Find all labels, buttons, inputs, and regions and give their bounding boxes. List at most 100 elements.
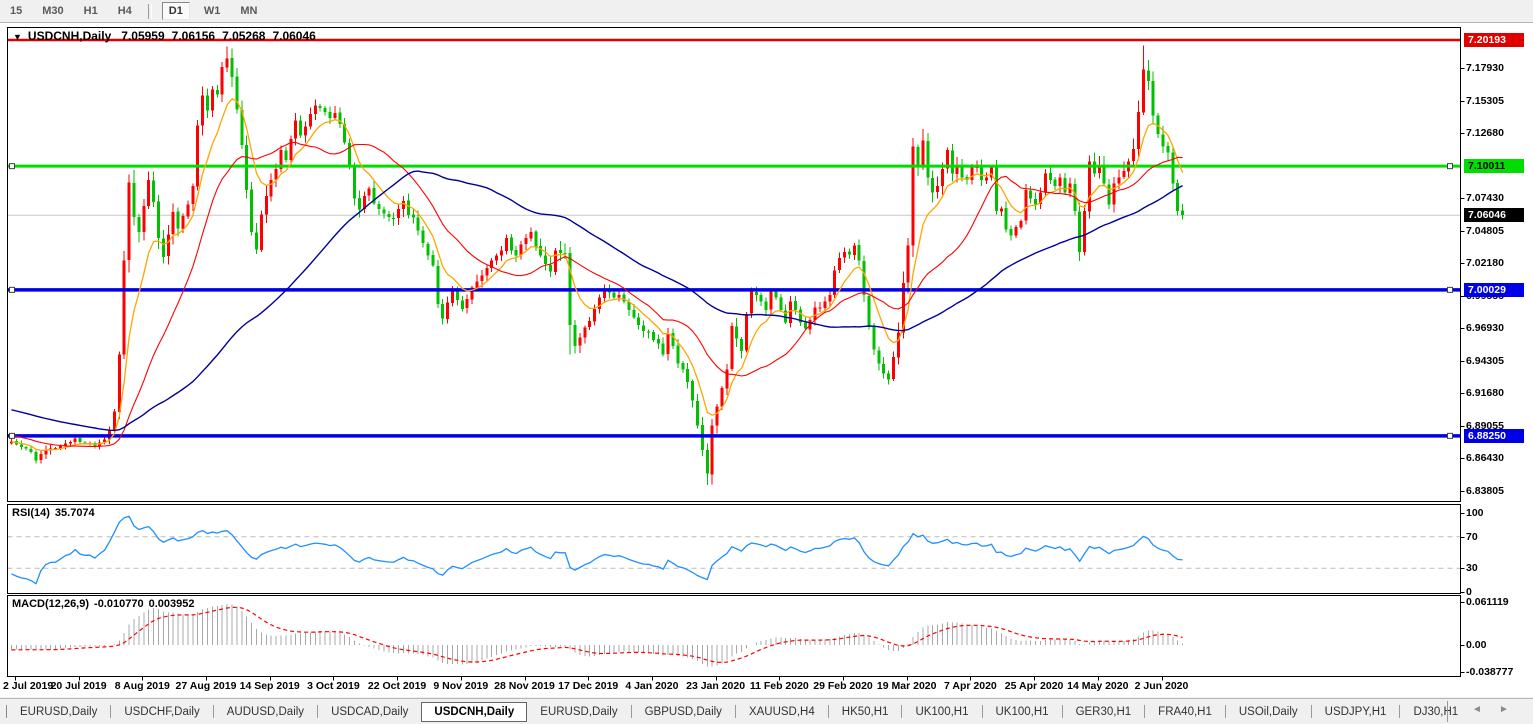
tab-separator	[734, 705, 736, 718]
rsi-current-value: 35.7074	[54, 507, 95, 519]
timeframe-button-mn[interactable]: MN	[240, 5, 258, 17]
timeframe-button-d1[interactable]: D1	[161, 2, 190, 20]
rsi-axis-tick-label: 30	[1466, 562, 1478, 575]
symbol-tab-eurusd[interactable]: EURUSD,Daily	[540, 705, 618, 718]
ma-line-60	[11, 170, 1183, 432]
price-axis-tick-label: 7.04805	[1466, 224, 1504, 237]
date-axis-label: 17 Dec 2019	[558, 680, 619, 692]
price-axis-tick-label: 7.15305	[1466, 94, 1504, 107]
symbol-tab-usdchf[interactable]: USDCHF,Daily	[124, 705, 200, 718]
panel-border	[7, 27, 1461, 502]
tab-scroll-left-icon[interactable]: ◄	[1472, 704, 1482, 715]
price-axis-tick-label: 7.12680	[1466, 127, 1504, 140]
price-badge: 7.00029	[1464, 282, 1524, 297]
symbol-tab-dj30[interactable]: DJ30,H1	[1413, 705, 1459, 718]
timeframe-button-h1[interactable]: H1	[83, 5, 98, 17]
date-axis-label: 23 Jan 2020	[686, 680, 746, 692]
level-line-handle[interactable]	[9, 432, 15, 439]
ohlc-low-value: 7.05268	[222, 29, 266, 43]
tab-separator	[317, 705, 319, 718]
symbol-tab-uk100[interactable]: UK100,H1	[995, 705, 1049, 718]
price-axis-tick-label: 6.94305	[1466, 354, 1504, 367]
timeframe-button-h4[interactable]: H4	[117, 5, 132, 17]
rsi-axis-tick-label: 0	[1466, 586, 1472, 598]
candles-layer	[10, 45, 1185, 485]
rsi-axis-tick-label: 100	[1466, 507, 1484, 519]
chart-tab-bar: EURUSD,Daily USDCHF,Daily AUDUSD,Daily USDC…	[0, 698, 1533, 724]
timeframe-toolbar: 15 M30 H1 H4 D1 W1 MN	[0, 0, 1533, 23]
tab-separator	[981, 705, 983, 718]
macd-name: MACD(12,26,9)	[12, 598, 90, 610]
tab-separator	[827, 705, 829, 718]
tab-separator	[901, 705, 903, 718]
symbol-tab-fra40[interactable]: FRA40,H1	[1158, 705, 1212, 718]
chart-symbol-label: USDCNH,Daily	[27, 29, 112, 43]
date-axis-label: 4 Jan 2020	[625, 680, 679, 692]
tab-scroll-right-icon[interactable]: ►	[1499, 704, 1509, 715]
date-axis-label: 29 Feb 2020	[813, 680, 873, 692]
date-axis-label: 25 Apr 2020	[1004, 680, 1064, 692]
timeframe-button-m30[interactable]: M30	[42, 5, 64, 17]
date-axis-label: 14 May 2020	[1067, 680, 1129, 692]
tab-separator	[1224, 705, 1226, 718]
macd-axis-tick-label: 0.00	[1466, 639, 1487, 651]
ohlc-open-value: 7.05959	[121, 29, 165, 43]
symbol-tab-usdcad[interactable]: USDCAD,Daily	[331, 705, 409, 718]
tab-separator	[1061, 705, 1063, 718]
date-axis-label: 14 Sep 2019	[239, 680, 300, 692]
symbol-tab-usdjpy[interactable]: USDJPY,H1	[1324, 705, 1387, 718]
date-axis-label: 7 Apr 2020	[944, 680, 997, 692]
symbol-tab-hk50[interactable]: HK50,H1	[841, 705, 889, 718]
macd-main-value: -0.010770	[94, 598, 144, 610]
date-axis-label: 22 Oct 2019	[367, 680, 427, 692]
symbol-tab-audusd[interactable]: AUDUSD,Daily	[226, 705, 305, 718]
ma-line-20	[11, 141, 1183, 448]
chart-title: ▼ USDCNH,Daily 7.05959 7.06156 7.05268 7.0604…	[13, 29, 323, 43]
symbol-tab-xauusd[interactable]: XAUUSD,H4	[748, 705, 815, 718]
price-axis-tick-label: 6.86430	[1466, 452, 1504, 465]
timeframe-button-15[interactable]: 15	[10, 5, 23, 17]
level-line-handle[interactable]	[9, 286, 15, 293]
ma-line-8	[11, 97, 1184, 452]
symbol-tab-gbpusd[interactable]: GBPUSD,Daily	[644, 705, 722, 718]
level-line-handle[interactable]	[1447, 432, 1453, 439]
rsi-name: RSI(14)	[12, 507, 50, 519]
date-axis-label: 2 Jun 2020	[1134, 680, 1189, 692]
level-line-handle[interactable]	[1447, 163, 1453, 170]
price-badge: 6.88250	[1464, 428, 1524, 443]
symbol-tab-usoil[interactable]: USOil,Daily	[1238, 705, 1298, 718]
tab-strip-end-divider	[1447, 701, 1448, 722]
level-line-handle[interactable]	[9, 163, 15, 170]
symbol-tab-uk100[interactable]: UK100,H1	[915, 705, 969, 718]
level-line-handle[interactable]	[1447, 286, 1453, 293]
panel-border	[7, 504, 1461, 594]
date-axis-label: 2 Jul 2019	[3, 680, 54, 692]
date-axis-label: 27 Aug 2019	[175, 680, 237, 692]
ohlc-high-value: 7.06156	[171, 29, 216, 43]
price-axis-tick-label: 6.96930	[1466, 322, 1504, 335]
macd-signal-value: 0.003952	[148, 598, 195, 610]
date-axis-label: 9 Nov 2019	[433, 680, 489, 692]
date-axis-label: 20 Jul 2019	[50, 680, 107, 692]
price-axis-tick-label: 6.83805	[1466, 484, 1504, 497]
price-axis-tick-label: 7.07430	[1466, 192, 1504, 205]
macd-axis-tick-label: 0.061119	[1466, 596, 1509, 609]
rsi-indicator-label: RSI(14) 35.7074	[12, 507, 100, 519]
macd-signal-line	[11, 606, 1183, 664]
macd-indicator-label: MACD(12,26,9) -0.010770 0.003952	[12, 598, 199, 610]
price-badge: 7.06046	[1464, 208, 1524, 223]
symbol-dropdown-icon[interactable]: ▼	[13, 32, 22, 42]
timeframe-button-w1[interactable]: W1	[203, 5, 221, 17]
macd-axis-tick-label: -0.038777	[1466, 666, 1514, 679]
tab-separator	[110, 705, 112, 718]
panel-border	[7, 595, 1461, 677]
symbol-tab-usdcnh-active[interactable]: USDCNH,Daily	[421, 701, 528, 722]
rsi-line	[11, 515, 1183, 585]
symbol-tab-ger30[interactable]: GER30,H1	[1075, 705, 1132, 718]
price-badge: 7.20193	[1464, 32, 1524, 47]
tab-separator	[1144, 705, 1146, 718]
chart-window: ▼ USDCNH,Daily 7.05959 7.06156 7.05268 7.0604…	[0, 23, 1533, 697]
symbol-tab-eurusd[interactable]: EURUSD,Daily	[20, 705, 98, 718]
ohlc-close-value: 7.06046	[272, 29, 316, 43]
